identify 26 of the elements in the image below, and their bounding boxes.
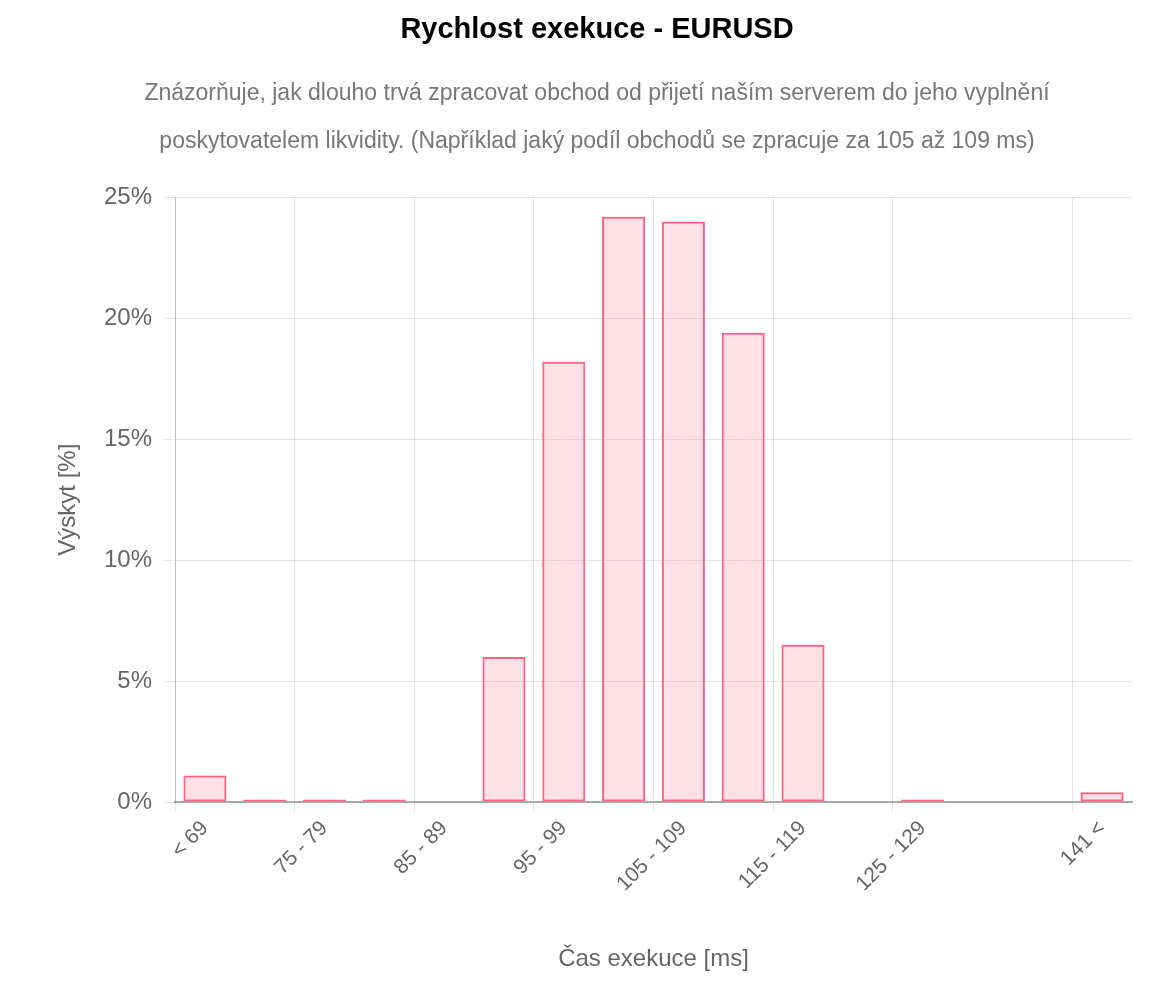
bar <box>1080 792 1124 802</box>
bar <box>482 656 526 802</box>
bar <box>721 332 765 802</box>
x-tick-label: 125 - 129 <box>850 815 930 895</box>
y-tick-label: 25% <box>103 182 152 210</box>
x-tick-label: 95 - 99 <box>508 815 571 879</box>
chart-title: Rychlost exekuce - EURUSD <box>399 11 795 46</box>
x-tick-label: 115 - 119 <box>733 815 810 893</box>
bar <box>542 361 586 802</box>
x-tick-label: < 69 <box>166 815 212 862</box>
y-tick-label: 0% <box>117 786 152 814</box>
x-axis-title: Čas exekuce [ms] <box>558 944 749 972</box>
bar <box>781 644 825 802</box>
y-axis-title: Výskyt [%] <box>53 443 81 556</box>
x-tick-label: 75 - 79 <box>268 815 332 879</box>
x-tick-label: 105 - 109 <box>611 815 691 895</box>
x-tick-label: 85 - 89 <box>388 815 452 879</box>
x-tick-label: 141 < <box>1055 815 1110 870</box>
y-tick-label: 10% <box>103 544 152 572</box>
y-tick-label: 15% <box>103 423 152 451</box>
chart-subtitle: Znázorňuje, jak dlouho trvá zpracovat obchod od přijetí naším serverem do jeho vyplnění poskytovatelem likvidity. (Například jaký podíl obchodů se zpracuje za 105 až 109 ms) <box>143 78 1051 155</box>
bar <box>661 221 705 802</box>
bar <box>602 216 646 802</box>
bar <box>183 775 227 802</box>
y-tick-label: 5% <box>117 665 152 693</box>
y-tick-label: 20% <box>103 302 152 330</box>
